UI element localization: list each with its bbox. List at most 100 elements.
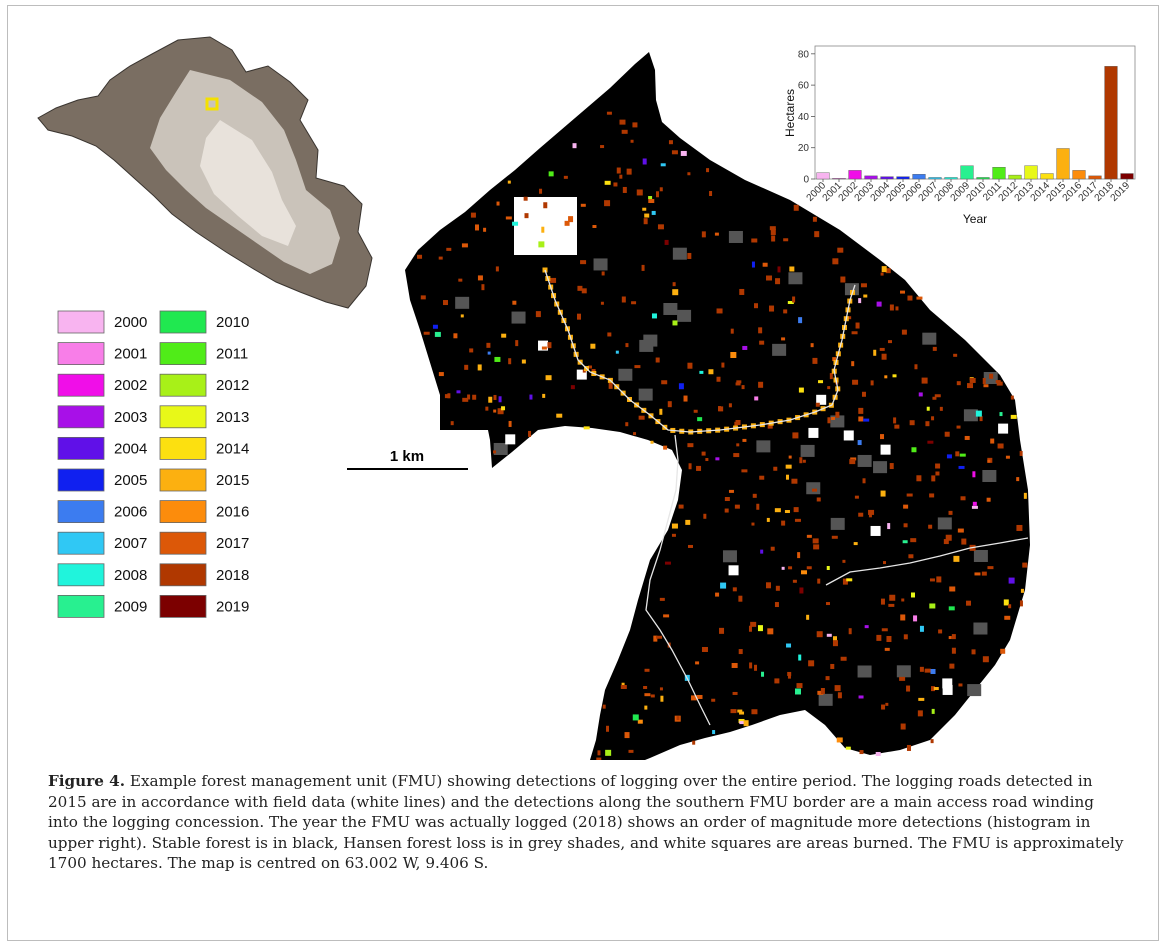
detection-pixel — [621, 129, 628, 134]
detection-pixel — [754, 303, 759, 309]
detection-pixel — [884, 647, 890, 651]
detection-pixel — [766, 517, 770, 522]
detection-pixel — [651, 210, 656, 215]
detection-pixel — [631, 301, 637, 305]
detection-pixel — [696, 694, 703, 699]
detection-pixel — [732, 587, 737, 592]
burned-square — [880, 444, 891, 455]
detection-pixel — [687, 362, 693, 369]
detection-pixel — [659, 597, 665, 601]
legend-swatch-2000 — [57, 310, 105, 334]
legend-swatch-2015 — [159, 468, 207, 492]
bar-2006 — [912, 174, 926, 180]
detection-pixel — [919, 625, 924, 632]
histogram-bars — [816, 66, 1134, 180]
detection-pixel — [792, 432, 799, 439]
detection-pixel — [730, 328, 734, 334]
detection-pixel — [590, 343, 596, 349]
hansen-loss-block — [677, 309, 692, 322]
hansen-loss-block — [806, 482, 821, 495]
detection-pixel — [806, 614, 810, 620]
detection-pixel — [917, 710, 923, 717]
detection-pixel — [460, 314, 464, 318]
detection-pixel — [1019, 600, 1023, 607]
detection-pixel — [812, 538, 819, 544]
detection-pixel — [943, 539, 949, 545]
legend-label-2010: 2010 — [216, 314, 249, 331]
detection-pixel — [911, 447, 917, 453]
detection-pixel — [825, 602, 830, 606]
detection-pixel — [813, 544, 820, 550]
detection-pixel — [738, 718, 745, 723]
detection-pixel — [767, 423, 773, 429]
x-tick-label-2019: 2019 — [1109, 180, 1133, 204]
detection-pixel — [601, 271, 605, 276]
detection-pixel — [806, 566, 812, 570]
detection-pixel — [550, 277, 557, 283]
detection-pixel — [787, 301, 794, 305]
detection-pixel — [444, 394, 450, 399]
detection-pixel — [572, 143, 577, 149]
detection-pixel — [619, 119, 626, 125]
detection-pixel — [523, 196, 528, 201]
detection-pixel — [754, 396, 759, 401]
detection-pixel — [990, 438, 995, 444]
field-roads — [544, 269, 1029, 726]
detection-pixel — [417, 254, 423, 259]
detection-pixel — [863, 418, 870, 422]
bar-2001 — [832, 178, 846, 180]
detection-pixel — [711, 698, 716, 702]
detection-pixel — [656, 191, 660, 198]
detection-pixel — [672, 282, 676, 287]
legend-label-2000: 2000 — [114, 314, 147, 331]
legend-swatch-2007 — [57, 531, 105, 555]
legend-swatch-2016 — [159, 500, 207, 524]
hansen-loss-block — [873, 461, 888, 474]
legend-swatch-2003 — [57, 405, 105, 429]
detection-pixel — [853, 542, 858, 546]
detection-pixel — [798, 317, 803, 324]
legend-label-2015: 2015 — [216, 472, 249, 489]
detection-pixel — [939, 406, 943, 411]
detection-pixel — [663, 614, 670, 618]
detection-pixel — [672, 289, 679, 296]
legend-swatch-2017 — [159, 531, 207, 555]
detection-pixel — [701, 646, 708, 652]
detection-pixel — [774, 678, 780, 684]
detection-pixel — [563, 175, 568, 179]
legend-swatch-2008 — [57, 563, 105, 587]
detection-pixel — [885, 702, 889, 706]
detection-pixel — [644, 705, 648, 710]
bar-2004 — [880, 176, 894, 180]
hansen-loss-block — [857, 454, 872, 467]
detection-pixel — [642, 158, 647, 165]
detection-pixel — [956, 425, 961, 429]
detection-pixel — [735, 382, 741, 386]
detection-pixel — [802, 459, 806, 463]
detection-pixel — [817, 578, 821, 584]
hansen-loss-block — [638, 388, 653, 401]
detection-pixel — [848, 628, 852, 635]
detection-pixel — [918, 697, 925, 701]
detection-pixel — [625, 343, 629, 348]
detection-pixel — [879, 347, 885, 351]
burned-square — [538, 340, 549, 351]
detection-pixel — [881, 704, 886, 710]
detection-pixel — [775, 585, 780, 591]
detection-pixel — [814, 231, 820, 238]
detection-pixel — [925, 421, 930, 427]
detection-pixel — [1004, 615, 1011, 620]
detection-pixel — [644, 213, 650, 218]
detection-pixel — [667, 401, 672, 408]
detection-pixel — [642, 207, 647, 211]
detection-pixel — [651, 313, 657, 319]
detection-pixel — [1019, 450, 1023, 456]
detection-pixel — [948, 636, 952, 640]
detection-pixel — [719, 627, 725, 634]
detection-pixel — [596, 757, 602, 760]
detection-pixel — [688, 463, 692, 470]
detection-pixel — [641, 264, 645, 271]
detection-pixel — [960, 496, 966, 501]
detection-pixel — [876, 301, 882, 307]
detection-pixel — [542, 393, 546, 398]
